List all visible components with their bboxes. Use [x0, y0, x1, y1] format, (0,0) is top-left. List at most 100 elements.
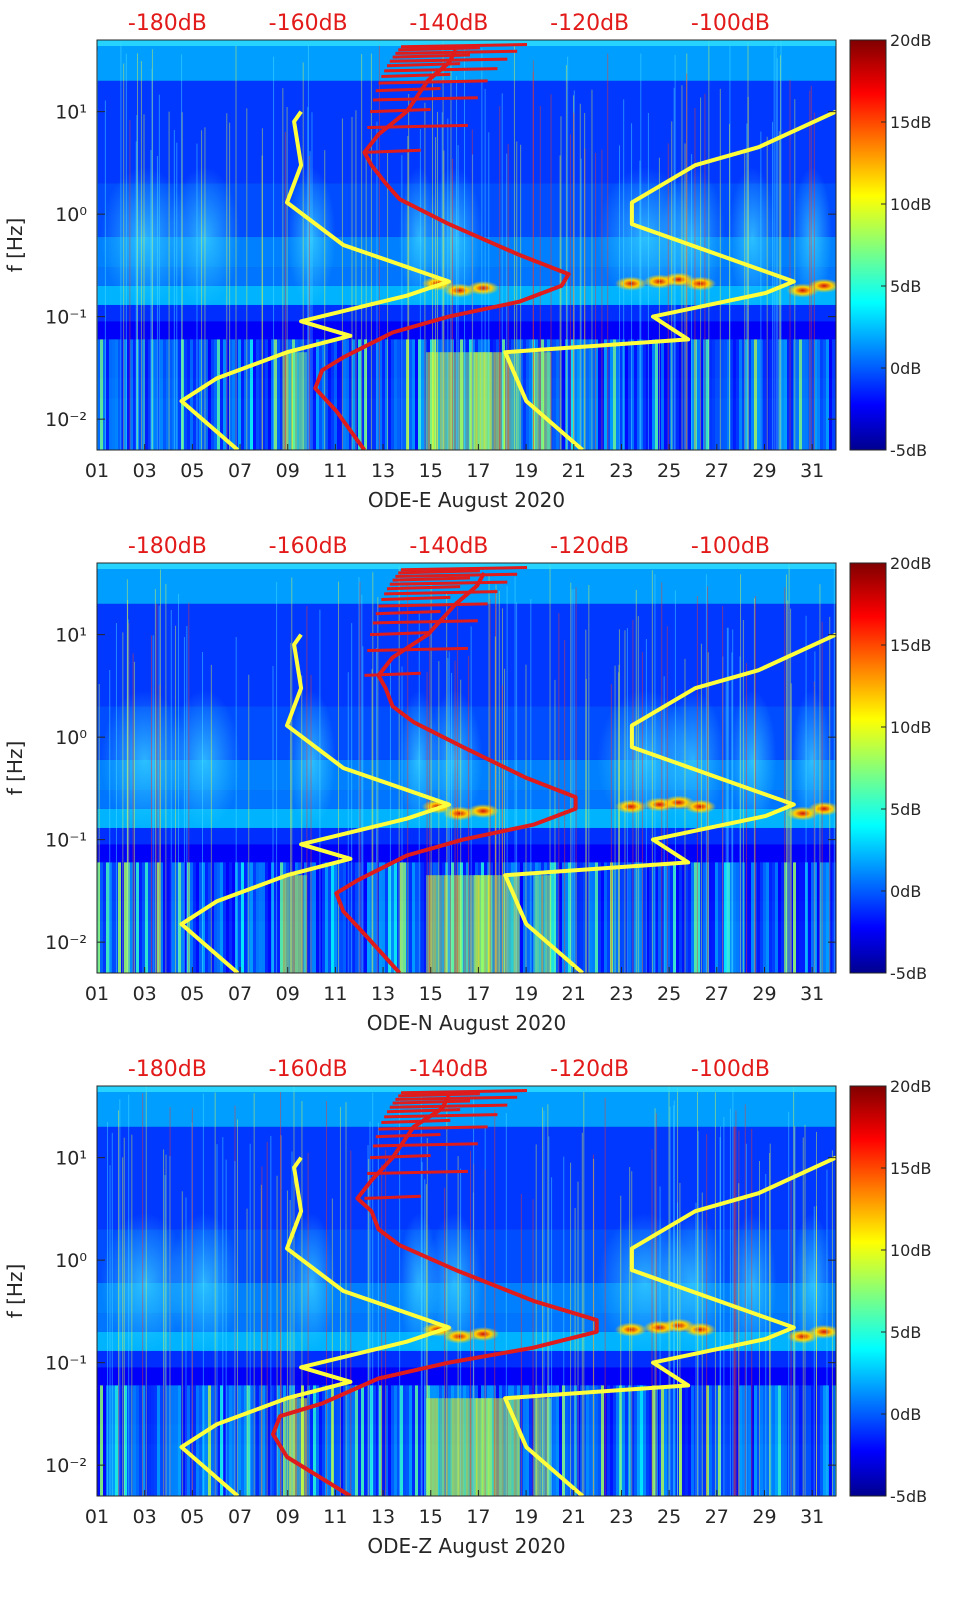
- spectrogram-panel-2: 01 03 05 07 09 11 13 15 17 19 21 23 25 27 29 31 ODE-N Au…: [3, 534, 932, 1035]
- x-tick-label: 27: [705, 1506, 729, 1528]
- colorbar-label: 5dB: [890, 277, 921, 296]
- x-tick-label: 17: [466, 983, 490, 1005]
- colorbar-label: -5dB: [890, 964, 927, 983]
- x-tick-label: 23: [609, 983, 633, 1005]
- red-station-noise-wiggle: [401, 1089, 528, 1095]
- red-station-noise-wiggle: [370, 1153, 431, 1160]
- colorbar: [849, 39, 887, 451]
- red-station-noise-wiggle: [401, 43, 528, 49]
- red-station-noise-wiggle: [395, 1095, 518, 1101]
- y-tick-label: 10⁰: [55, 204, 87, 226]
- spectrogram-image: [97, 1086, 836, 1496]
- x-tick-label: 11: [323, 983, 347, 1005]
- colorbar-label: 5dB: [890, 1323, 921, 1342]
- red-station-noise-wiggle: [392, 53, 471, 59]
- x-tick-label: 07: [228, 1506, 252, 1528]
- x-tick-label: 09: [276, 983, 300, 1005]
- yellow-noise-model-line: [179, 633, 451, 973]
- red-station-noise-wiggle: [401, 566, 528, 572]
- colorbar-label: 15dB: [890, 1159, 932, 1178]
- x-tick-label: 25: [657, 460, 681, 482]
- x-axis-label: ODE-E August 2020: [368, 488, 565, 512]
- red-station-noise-wiggle: [372, 96, 478, 102]
- top-db-label: -100dB: [691, 534, 770, 559]
- yellow-noise-model-line: [179, 1156, 451, 1496]
- x-tick-label: 29: [752, 983, 776, 1005]
- y-tick-label: 10⁻²: [45, 932, 87, 954]
- top-db-label: -180dB: [128, 1057, 207, 1082]
- red-station-noise-line: [313, 48, 571, 450]
- colorbar-label: 20dB: [890, 1077, 932, 1096]
- top-db-label: -160dB: [269, 11, 348, 36]
- red-station-noise-wiggle: [378, 1125, 488, 1131]
- red-station-noise-wiggle: [367, 123, 468, 130]
- microseism-peak: [684, 276, 717, 291]
- red-station-noise-wiggle: [367, 1169, 468, 1176]
- top-db-label: -100dB: [691, 1057, 770, 1082]
- plot-frame: [96, 562, 837, 974]
- top-db-label: -140dB: [409, 11, 488, 36]
- colorbar-label: 15dB: [890, 113, 932, 132]
- top-db-label: -180dB: [128, 11, 207, 36]
- red-station-noise-wiggle: [398, 46, 480, 52]
- x-tick-label: 21: [562, 983, 586, 1005]
- yellow-high-noise-model-line: [503, 1155, 836, 1496]
- x-tick-label: 31: [800, 983, 824, 1005]
- red-station-noise-wiggle: [378, 602, 488, 608]
- top-db-label: -120dB: [550, 534, 629, 559]
- red-station-noise-wiggle: [372, 1142, 478, 1148]
- microseism-peak: [443, 806, 476, 821]
- top-db-label: -140dB: [409, 1057, 488, 1082]
- x-tick-label: 17: [466, 460, 490, 482]
- x-tick-label: 05: [180, 983, 204, 1005]
- top-db-label: -160dB: [269, 534, 348, 559]
- colorbar-label: -5dB: [890, 1487, 927, 1506]
- plot-frame: [96, 1085, 837, 1497]
- red-station-noise-wiggle: [392, 576, 471, 582]
- spectrogram-image: [97, 563, 836, 973]
- top-db-label: -140dB: [409, 534, 488, 559]
- x-tick-label: 01: [85, 460, 109, 482]
- x-tick-label: 29: [752, 1506, 776, 1528]
- top-db-label: -160dB: [269, 1057, 348, 1082]
- microseism-peak: [808, 1324, 836, 1339]
- x-tick-label: 09: [276, 460, 300, 482]
- microseism-peak: [684, 799, 717, 814]
- plot-frame: [96, 39, 837, 451]
- y-axis-label: f [Hz]: [3, 1264, 27, 1319]
- red-station-noise-wiggle: [381, 595, 451, 602]
- x-tick-label: 11: [323, 460, 347, 482]
- y-axis-label: f [Hz]: [3, 218, 27, 273]
- x-tick-label: 21: [562, 1506, 586, 1528]
- y-tick-label: 10⁰: [55, 1250, 87, 1272]
- spectrogram-panel-3: 01 03 05 07 09 11 13 15 17 19 21 23 25 27 29 31 ODE-Z Au…: [3, 1057, 932, 1558]
- x-tick-label: 23: [609, 460, 633, 482]
- colorbar-label: 0dB: [890, 882, 921, 901]
- microseism-peak: [808, 278, 836, 293]
- x-tick-label: 01: [85, 983, 109, 1005]
- x-tick-label: 29: [752, 460, 776, 482]
- x-tick-label: 17: [466, 1506, 490, 1528]
- y-tick-label: 10⁻¹: [45, 830, 87, 852]
- colorbar-label: 20dB: [890, 31, 932, 50]
- x-tick-label: 21: [562, 460, 586, 482]
- red-station-noise-wiggle: [398, 569, 480, 575]
- yellow-high-noise-model-line: [503, 109, 836, 450]
- x-tick-label: 23: [609, 1506, 633, 1528]
- red-station-noise-wiggle: [375, 87, 441, 93]
- x-tick-label: 03: [133, 1506, 157, 1528]
- red-station-noise-wiggle: [364, 148, 421, 154]
- y-tick-label: 10⁻²: [45, 1455, 87, 1477]
- red-station-noise-wiggle: [364, 1194, 421, 1200]
- red-station-noise-wiggle: [386, 585, 461, 591]
- spectrogram-image: [97, 40, 836, 450]
- colorbar: [849, 1085, 887, 1497]
- x-tick-label: 19: [514, 1506, 538, 1528]
- red-station-noise-wiggle: [395, 49, 518, 55]
- x-tick-label: 19: [514, 460, 538, 482]
- x-tick-label: 15: [419, 1506, 443, 1528]
- y-tick-label: 10¹: [55, 102, 87, 124]
- yellow-noise-model-line: [179, 110, 451, 450]
- x-tick-label: 03: [133, 460, 157, 482]
- microseism-peak: [467, 1327, 500, 1342]
